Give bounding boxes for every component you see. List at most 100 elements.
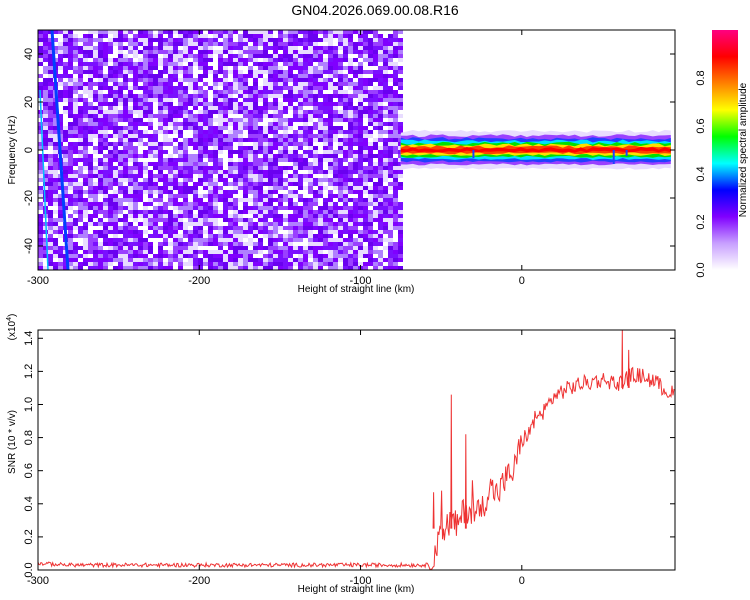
noise-cell: [243, 138, 248, 142]
noise-cell: [103, 234, 108, 238]
noise-cell: [388, 194, 393, 198]
noise-cell: [73, 162, 78, 166]
noise-cell: [73, 130, 78, 134]
noise-cell: [368, 46, 373, 50]
noise-cell: [268, 182, 273, 186]
noise-cell: [178, 134, 183, 138]
noise-cell: [323, 70, 328, 74]
noise-cell: [328, 206, 333, 210]
noise-cell: [348, 262, 353, 266]
noise-cell: [373, 126, 378, 130]
noise-cell: [88, 122, 93, 126]
noise-cell: [313, 258, 318, 262]
noise-cell: [158, 178, 163, 182]
noise-cell: [173, 30, 178, 34]
noise-cell: [68, 42, 73, 46]
noise-cell: [93, 158, 98, 162]
noise-cell: [253, 142, 258, 146]
noise-cell: [263, 242, 268, 246]
noise-cell: [173, 166, 178, 170]
noise-cell: [123, 50, 128, 54]
noise-cell: [238, 138, 243, 142]
noise-cell: [388, 82, 393, 86]
noise-cell: [98, 138, 103, 142]
noise-cell: [168, 174, 173, 178]
noise-cell: [193, 134, 198, 138]
noise-cell: [348, 50, 353, 54]
noise-cell: [343, 150, 348, 154]
noise-cell: [343, 46, 348, 50]
noise-cell: [368, 242, 373, 246]
noise-cell: [173, 178, 178, 182]
noise-cell: [148, 210, 153, 214]
noise-cell: [68, 210, 73, 214]
noise-cell: [383, 174, 388, 178]
noise-cell: [168, 262, 173, 266]
noise-cell: [178, 158, 183, 162]
noise-cell: [343, 146, 348, 150]
noise-cell: [318, 190, 323, 194]
noise-cell: [48, 258, 53, 262]
noise-cell: [133, 186, 138, 190]
colorbar: 0.00.20.40.60.8 Normalized spectral ampl…: [695, 30, 749, 278]
noise-cell: [378, 122, 383, 126]
noise-cell: [63, 138, 68, 142]
noise-cell: [203, 150, 208, 154]
noise-cell: [228, 238, 233, 242]
noise-cell: [163, 214, 168, 218]
noise-cell: [218, 166, 223, 170]
noise-cell: [78, 130, 83, 134]
noise-cell: [48, 110, 53, 114]
snr-multiplier-close: ): [7, 314, 18, 317]
noise-cell: [353, 206, 358, 210]
noise-cell: [58, 126, 63, 130]
noise-cell: [328, 250, 333, 254]
noise-cell: [288, 90, 293, 94]
noise-cell: [108, 42, 113, 46]
noise-cell: [373, 226, 378, 230]
noise-cell: [48, 234, 53, 238]
noise-cell: [63, 82, 68, 86]
noise-cell: [343, 98, 348, 102]
noise-cell: [278, 218, 283, 222]
noise-cell: [213, 110, 218, 114]
noise-cell: [98, 170, 103, 174]
noise-cell: [238, 258, 243, 262]
noise-cell: [38, 46, 43, 50]
noise-cell: [333, 218, 338, 222]
noise-cell: [118, 98, 123, 102]
noise-cell: [173, 102, 178, 106]
noise-cell: [253, 170, 258, 174]
noise-cell: [108, 98, 113, 102]
noise-cell: [378, 70, 383, 74]
noise-cell: [173, 42, 178, 46]
noise-cell: [163, 198, 168, 202]
noise-cell: [183, 90, 188, 94]
noise-cell: [88, 50, 93, 54]
noise-cell: [373, 162, 378, 166]
noise-cell: [133, 106, 138, 110]
noise-cell: [203, 158, 208, 162]
noise-cell: [338, 106, 343, 110]
noise-cell: [48, 106, 53, 110]
noise-cell: [138, 162, 143, 166]
noise-cell: [103, 130, 108, 134]
noise-cell: [263, 266, 268, 270]
noise-cell: [93, 142, 98, 146]
noise-cell: [388, 166, 393, 170]
noise-cell: [353, 238, 358, 242]
noise-cell: [208, 102, 213, 106]
noise-cell: [163, 38, 168, 42]
noise-cell: [368, 222, 373, 226]
noise-cell: [258, 206, 263, 210]
noise-cell: [218, 222, 223, 226]
noise-cell: [303, 154, 308, 158]
noise-cell: [58, 198, 63, 202]
noise-cell: [58, 70, 63, 74]
noise-cell: [48, 266, 53, 270]
noise-cell: [138, 34, 143, 38]
noise-cell: [168, 106, 173, 110]
noise-cell: [68, 74, 73, 78]
noise-cell: [393, 174, 398, 178]
noise-cell: [93, 66, 98, 70]
